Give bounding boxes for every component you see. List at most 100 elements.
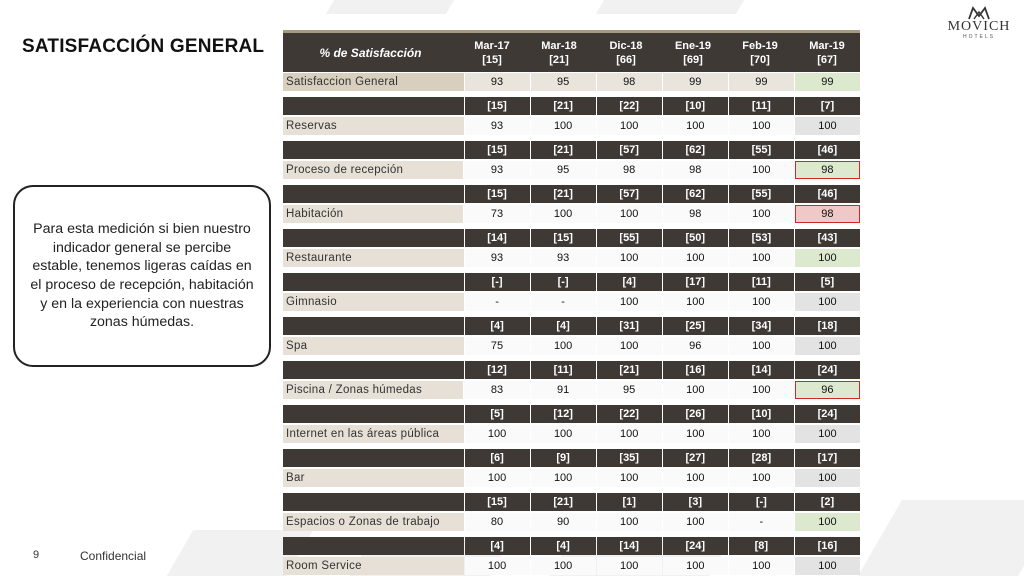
table-row: Bar 100 100 100 100 100 100: [283, 469, 860, 487]
sample-size-cell: [15]: [464, 185, 530, 203]
sample-size-cell: [24]: [794, 405, 860, 423]
column-period: Feb-19: [742, 39, 778, 52]
table-row: Satisfaccion General 93 95 98 99 99 99: [283, 73, 860, 91]
sample-size-row-spacer: [283, 185, 464, 203]
score-cell: 100: [596, 249, 662, 267]
column-period: Mar-17: [474, 39, 510, 52]
sample-size-cell: [46]: [794, 185, 860, 203]
score-cell: 93: [464, 249, 530, 267]
sample-size-cell: [24]: [662, 537, 728, 555]
sample-size-row: [15] [21] [22] [10] [11] [7]: [283, 97, 860, 115]
table-header: % de Satisfacción Mar-17 [15] Mar-18 [21] Di…: [283, 33, 860, 72]
row-label: Espacios o Zonas de trabajo: [283, 513, 464, 531]
score-cell: 100: [464, 469, 530, 487]
score-cell: 100: [662, 425, 728, 443]
column-sample-size: [15]: [482, 53, 502, 66]
sample-size-cell: [31]: [596, 317, 662, 335]
confidential-label: Confidencial: [80, 549, 147, 563]
score-cell: 100: [794, 469, 860, 487]
column-sample-size: [67]: [817, 53, 837, 66]
background-stripe: [595, 0, 745, 14]
sample-size-cell: [-]: [464, 273, 530, 291]
sample-size-cell: [27]: [662, 449, 728, 467]
sample-size-cell: [46]: [794, 141, 860, 159]
score-cell: -: [530, 293, 596, 311]
sample-size-cell: [12]: [530, 405, 596, 423]
table-row: Espacios o Zonas de trabajo 80 90 100 100-10…: [283, 513, 860, 531]
sample-size-cell: [16]: [794, 537, 860, 555]
sample-size-row: [4] [4] [31] [25] [34] [18]: [283, 317, 860, 335]
score-cell: 95: [596, 381, 662, 399]
row-label: Gimnasio: [283, 293, 464, 311]
score-cell: 100: [596, 557, 662, 575]
sample-size-cell: [15]: [464, 97, 530, 115]
page-title: SATISFACCIÓN GENERAL: [22, 36, 265, 57]
sample-size-cell: [5]: [464, 405, 530, 423]
score-cell: -: [728, 513, 794, 531]
table-row: Restaurante 93 93 100 100 100 100: [283, 249, 860, 267]
score-cell: 100: [662, 381, 728, 399]
score-cell: 75: [464, 337, 530, 355]
sample-size-cell: [15]: [530, 229, 596, 247]
column-header: Mar-19 [67]: [794, 33, 860, 72]
sample-size-row: [15] [21] [57] [62] [55] [46]: [283, 185, 860, 203]
brand-logo: MOVICH HOTELS: [944, 6, 1014, 44]
score-cell: 100: [728, 469, 794, 487]
sample-size-cell: [8]: [728, 537, 794, 555]
sample-size-cell: [35]: [596, 449, 662, 467]
score-cell: 100: [530, 557, 596, 575]
sample-size-cell: [10]: [728, 405, 794, 423]
sample-size-cell: [24]: [794, 361, 860, 379]
row-label: Piscina / Zonas húmedas: [283, 381, 464, 399]
sample-size-cell: [55]: [596, 229, 662, 247]
score-cell: 100: [530, 117, 596, 135]
score-cell: 100: [728, 425, 794, 443]
sample-size-row-spacer: [283, 97, 464, 115]
column-header: Mar-18 [21]: [526, 33, 592, 72]
row-label: Spa: [283, 337, 464, 355]
sample-size-cell: [11]: [728, 273, 794, 291]
score-cell: 99: [662, 73, 728, 91]
sample-size-cell: [1]: [596, 493, 662, 511]
sample-size-row: [6] [9] [35] [27] [28] [17]: [283, 449, 860, 467]
row-label: Internet en las áreas pública: [283, 425, 464, 443]
score-cell: 100: [662, 557, 728, 575]
sample-size-cell: [15]: [464, 141, 530, 159]
score-cell: 100: [530, 469, 596, 487]
page-number: 9: [33, 549, 40, 561]
score-cell: -: [464, 293, 530, 311]
column-header: Feb-19 [70]: [727, 33, 793, 72]
score-cell: 93: [464, 161, 530, 179]
table-row: Piscina / Zonas húmedas 83 91 95 100 100 96: [283, 381, 860, 399]
score-cell: 100: [728, 117, 794, 135]
sample-size-row-spacer: [283, 537, 464, 555]
table-row: Proceso de recepción 93 95 98 98 100 98: [283, 161, 860, 179]
score-cell: 80: [464, 513, 530, 531]
sample-size-cell: [28]: [728, 449, 794, 467]
sample-size-row-spacer: [283, 141, 464, 159]
row-label: Reservas: [283, 117, 464, 135]
score-cell: 100: [464, 557, 530, 575]
sample-size-row: [15] [21] [1] [3] [-] [2]: [283, 493, 860, 511]
score-cell: 100: [662, 469, 728, 487]
table-row: Habitación 73 100 100 98 100 98: [283, 205, 860, 223]
score-cell: 100: [530, 425, 596, 443]
score-cell: 100: [596, 337, 662, 355]
score-cell: 100: [464, 425, 530, 443]
row-label: Room Service: [283, 557, 464, 575]
score-cell: 98: [794, 205, 860, 223]
score-cell: 100: [662, 249, 728, 267]
column-sample-size: [70]: [750, 53, 770, 66]
brand-subtitle: HOTELS: [962, 34, 995, 40]
score-cell: 100: [596, 469, 662, 487]
score-cell: 83: [464, 381, 530, 399]
sample-size-cell: [4]: [464, 317, 530, 335]
sample-size-cell: [14]: [596, 537, 662, 555]
sample-size-row: [5] [12] [22] [26] [10] [24]: [283, 405, 860, 423]
score-cell: 99: [728, 73, 794, 91]
column-sample-size: [69]: [683, 53, 703, 66]
score-cell: 100: [662, 117, 728, 135]
column-sample-size: [21]: [549, 53, 569, 66]
score-cell: 100: [530, 205, 596, 223]
column-header: Mar-17 [15]: [459, 33, 525, 72]
